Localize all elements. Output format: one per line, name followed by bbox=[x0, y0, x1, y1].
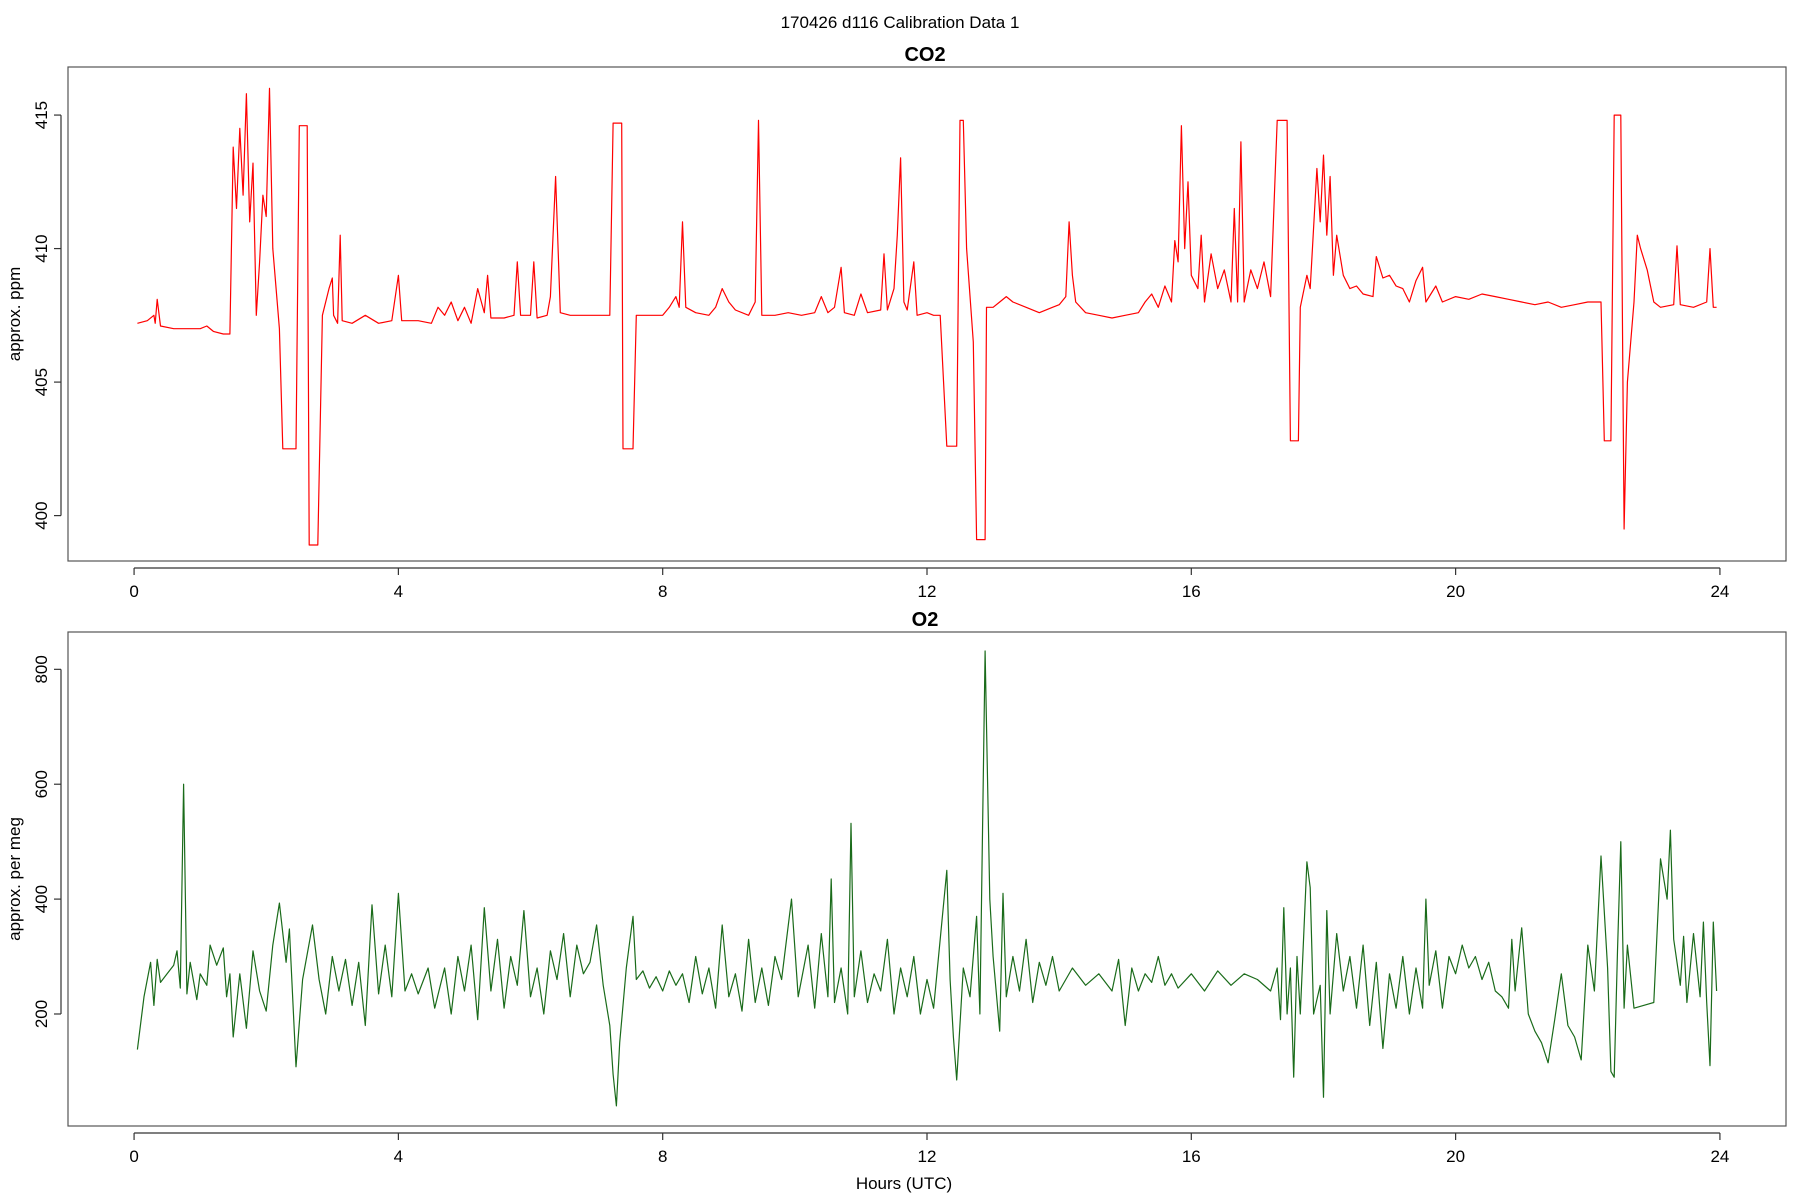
co2-y-tick-label: 405 bbox=[32, 368, 51, 396]
o2-plot-frame bbox=[67, 631, 1787, 1127]
co2-plot-frame bbox=[67, 66, 1787, 562]
o2-y-axis: 200 400 600 800 bbox=[32, 655, 62, 1028]
co2-series bbox=[137, 87, 1717, 546]
o2-x-tick-label: 16 bbox=[1182, 1147, 1201, 1166]
o2-series bbox=[136, 650, 1718, 1107]
co2-y-axis-label: approx. ppm bbox=[5, 267, 24, 362]
o2-x-axis-label: Hours (UTC) bbox=[856, 1174, 952, 1193]
co2-x-tick-label: 12 bbox=[918, 582, 937, 601]
o2-y-tick-label: 800 bbox=[32, 655, 51, 683]
o2-title: O2 bbox=[912, 609, 939, 631]
co2-x-tick-label: 20 bbox=[1446, 582, 1465, 601]
co2-series-line bbox=[137, 87, 1717, 546]
o2-y-axis-label: approx. per meg bbox=[5, 817, 24, 941]
figure-supertitle: 170426 d116 Calibration Data 1 bbox=[781, 13, 1020, 32]
co2-y-tick-label: 410 bbox=[32, 234, 51, 262]
o2-y-tick-label: 200 bbox=[32, 1000, 51, 1028]
o2-x-tick-label: 4 bbox=[394, 1147, 403, 1166]
co2-x-tick-label: 16 bbox=[1182, 582, 1201, 601]
co2-y-tick-label: 400 bbox=[32, 501, 51, 529]
co2-x-tick-label: 4 bbox=[394, 582, 403, 601]
o2-x-tick-label: 24 bbox=[1710, 1147, 1729, 1166]
co2-panel: CO2 0 4 8 12 16 20 24 400 405 410 415 approx. ppm bbox=[5, 44, 1787, 601]
o2-panel: O2 0 4 8 12 16 20 24 200 400 600 800 approx. per … bbox=[5, 609, 1787, 1193]
o2-x-tick-label: 0 bbox=[129, 1147, 138, 1166]
o2-x-tick-label: 12 bbox=[918, 1147, 937, 1166]
co2-x-tick-label: 8 bbox=[658, 582, 667, 601]
co2-title: CO2 bbox=[904, 44, 945, 66]
co2-y-axis: 400 405 410 415 bbox=[32, 101, 62, 530]
o2-x-axis: 0 4 8 12 16 20 24 bbox=[129, 1132, 1729, 1166]
o2-series-line bbox=[136, 650, 1718, 1107]
co2-y-tick-label: 415 bbox=[32, 101, 51, 129]
o2-y-tick-label: 400 bbox=[32, 885, 51, 913]
o2-x-tick-label: 8 bbox=[658, 1147, 667, 1166]
co2-x-axis: 0 4 8 12 16 20 24 bbox=[129, 567, 1729, 601]
o2-x-tick-label: 20 bbox=[1446, 1147, 1465, 1166]
o2-y-tick-label: 600 bbox=[32, 770, 51, 798]
co2-x-tick-label: 0 bbox=[129, 582, 138, 601]
co2-x-tick-label: 24 bbox=[1710, 582, 1729, 601]
